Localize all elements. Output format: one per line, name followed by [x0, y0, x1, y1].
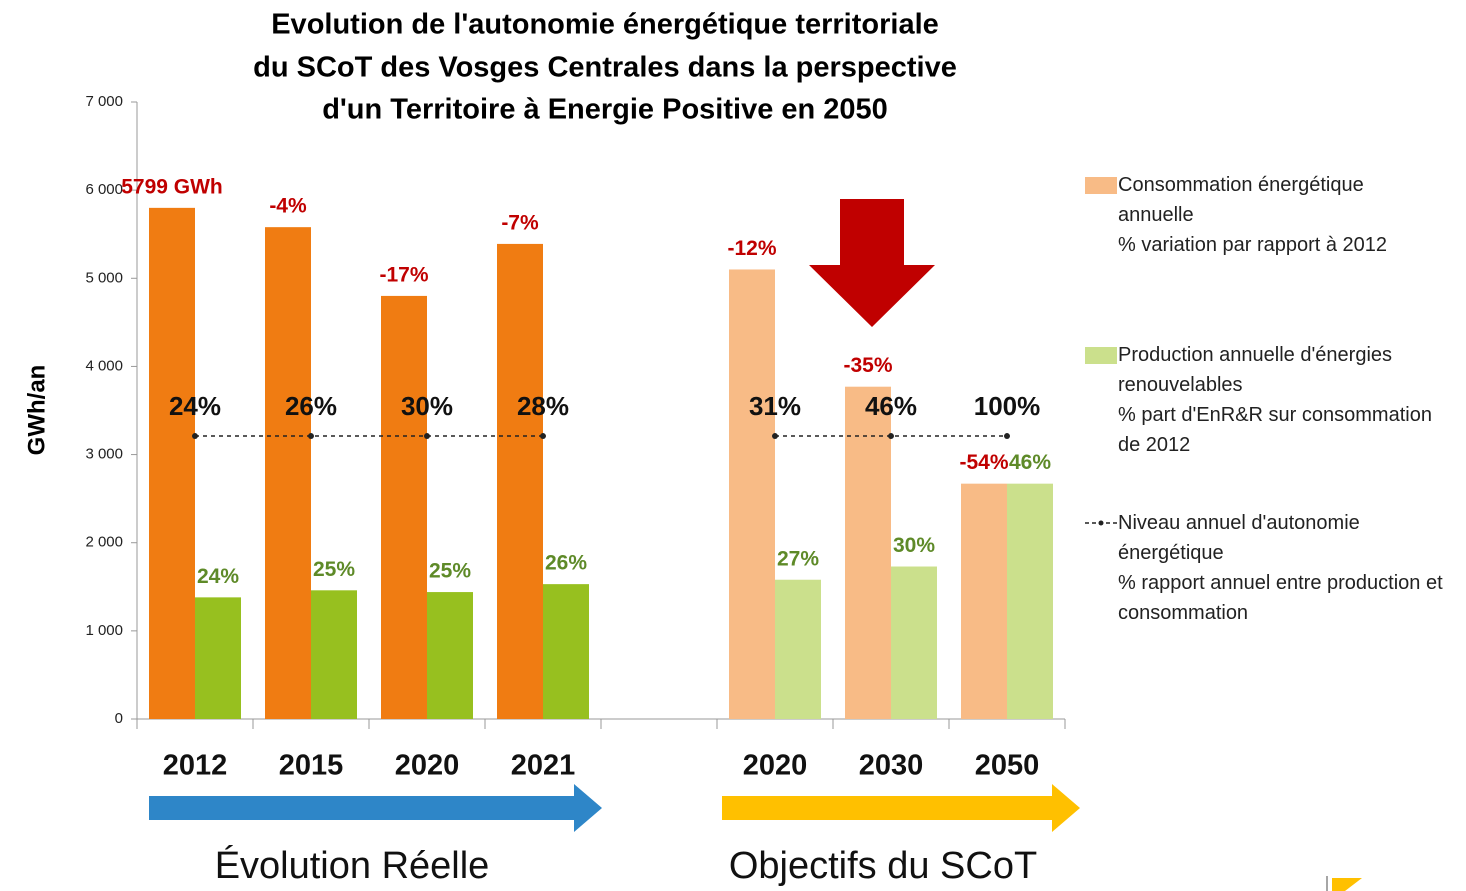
bar-annotation: -17%: [379, 263, 428, 286]
line-point: [308, 433, 314, 440]
chart-title: Evolution de l'autonomie énergétique ter…: [271, 9, 939, 41]
bar-annotation: 25%: [313, 558, 355, 581]
bar: [961, 483, 1007, 719]
y-tick-label: 3 000: [85, 446, 123, 463]
bar-annotation: 30%: [893, 534, 935, 557]
legend-description: % rapport annuel entre production et con…: [1118, 572, 1443, 624]
bar: [775, 579, 821, 719]
x-tick-label: 2021: [511, 750, 576, 782]
bar: [427, 592, 473, 719]
bar-annotation: 26%: [545, 552, 587, 575]
bar-annotation: -7%: [501, 211, 539, 234]
red-arrow: [809, 199, 935, 327]
x-tick-label: 2020: [743, 750, 808, 782]
group-arrow: [722, 784, 1080, 832]
bar: [497, 243, 543, 719]
legend-description: % part d'EnR&R sur consommation de 2012: [1118, 404, 1432, 456]
y-tick-label: 4 000: [85, 357, 123, 374]
chart-title: du SCoT des Vosges Centrales dans la per…: [253, 52, 957, 84]
x-tick-label: 2050: [975, 750, 1040, 782]
bar: [543, 584, 589, 719]
x-tick-label: 2015: [279, 750, 344, 782]
legend-description: % variation par rapport à 2012: [1118, 234, 1388, 256]
bar-annotation: 24%: [197, 565, 239, 588]
legend-entry: Niveau annuel d'autonomie énergétique % r…: [1085, 508, 1455, 628]
line-annotation: 28%: [517, 391, 569, 421]
legend-label: Niveau annuel d'autonomie énergétique: [1118, 512, 1360, 564]
bar: [729, 269, 775, 719]
line-annotation: 100%: [974, 391, 1041, 421]
chart-title: d'un Territoire à Energie Positive en 20…: [322, 94, 888, 126]
line-point: [1004, 433, 1010, 440]
x-tick-label: 2030: [859, 750, 924, 782]
legend-entry: Production annuelle d'énergies renouvela…: [1085, 340, 1455, 460]
bar-annotation: 25%: [429, 560, 471, 583]
legend-label: Consommation énergétique annuelle: [1118, 174, 1364, 226]
legend-swatch: [1085, 347, 1117, 364]
logo: [1326, 876, 1362, 891]
y-tick-label: 7 000: [85, 93, 123, 110]
line-annotation: 30%: [401, 391, 453, 421]
bar-annotation: 27%: [777, 547, 819, 570]
bar: [891, 566, 937, 719]
bar: [265, 227, 311, 720]
line-point: [888, 433, 894, 440]
line-point: [192, 433, 198, 440]
y-tick-label: 2 000: [85, 534, 123, 551]
bar: [149, 207, 195, 720]
bar: [311, 590, 357, 719]
legend-swatch: [1085, 520, 1117, 526]
line-annotation: 31%: [749, 391, 801, 421]
bar: [381, 295, 427, 719]
bar: [195, 597, 241, 719]
group-label: Objectifs du SCoT: [729, 845, 1037, 887]
line-point: [772, 433, 778, 440]
legend-label: Production annuelle d'énergies renouvela…: [1118, 344, 1393, 396]
y-axis-label: GWh/an: [23, 365, 50, 456]
legend-entry: Consommation énergétique annuelle % varia…: [1085, 170, 1455, 260]
group-label: Évolution Réelle: [215, 844, 490, 887]
legend-swatch: [1085, 177, 1117, 194]
line-annotation: 24%: [169, 391, 221, 421]
x-tick-label: 2012: [163, 750, 228, 782]
bar-annotation: -35%: [843, 354, 892, 377]
bar-annotation: -54%: [959, 451, 1008, 474]
line-point: [540, 433, 546, 440]
y-tick-label: 5 000: [85, 269, 123, 286]
bar: [845, 386, 891, 719]
y-tick-label: 6 000: [85, 181, 123, 198]
line-annotation: 46%: [865, 391, 917, 421]
y-tick-label: 0: [115, 710, 123, 727]
bar-annotation: -12%: [727, 237, 776, 260]
line-point: [424, 433, 430, 440]
bar-annotation: 5799 GWh: [121, 175, 223, 198]
bar-annotation: 46%: [1009, 451, 1051, 474]
y-tick-label: 1 000: [85, 622, 123, 639]
x-tick-label: 2020: [395, 750, 460, 782]
line-annotation: 26%: [285, 391, 337, 421]
bar-annotation: -4%: [269, 195, 307, 218]
bar: [1007, 483, 1053, 719]
group-arrow: [149, 784, 602, 832]
